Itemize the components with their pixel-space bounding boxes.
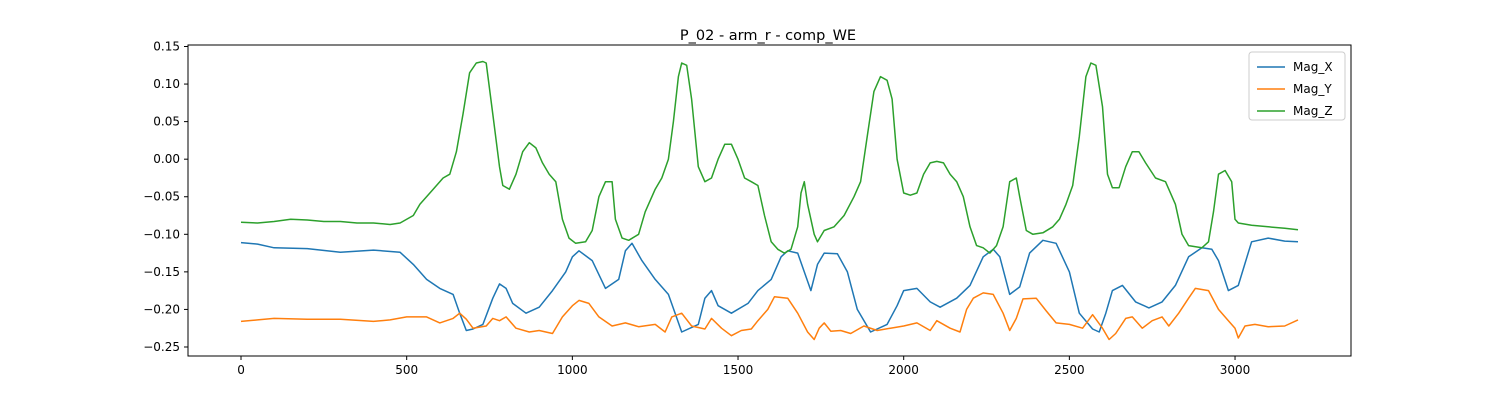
y-tick-label: −0.05 bbox=[143, 190, 180, 204]
y-tick-label: −0.20 bbox=[143, 302, 180, 316]
legend-label-mag-z: Mag_Z bbox=[1293, 104, 1333, 118]
y-tick-label: −0.25 bbox=[143, 340, 180, 354]
series-layer bbox=[240, 60, 1299, 341]
legend-label-mag-x: Mag_X bbox=[1293, 60, 1333, 74]
legend: Mag_X Mag_Y Mag_Z bbox=[1248, 51, 1346, 121]
y-tick-label: −0.15 bbox=[143, 265, 180, 279]
y-axis: 0.15 0.10 0.05 0.00 −0.05 −0.10 −0.15 −0.20 −0.2… bbox=[143, 40, 188, 354]
x-tick-label: 500 bbox=[395, 363, 418, 377]
x-tick-label: 2500 bbox=[1054, 363, 1085, 377]
series-line-mag-x bbox=[240, 237, 1299, 333]
y-tick-label: 0.05 bbox=[153, 115, 180, 129]
x-tick-label: 1500 bbox=[723, 363, 754, 377]
y-tick-label: 0.00 bbox=[153, 152, 180, 166]
x-tick-label: 3000 bbox=[1220, 363, 1251, 377]
legend-label-mag-y: Mag_Y bbox=[1293, 82, 1332, 96]
x-tick-label: 1000 bbox=[557, 363, 588, 377]
x-tick-label: 0 bbox=[237, 363, 245, 377]
series-line-mag-y bbox=[240, 287, 1299, 341]
x-tick-label: 2000 bbox=[888, 363, 919, 377]
y-tick-label: 0.10 bbox=[153, 77, 180, 91]
x-axis: 0 500 1000 1500 2000 2500 3000 bbox=[237, 356, 1250, 377]
series-line-mag-z bbox=[240, 60, 1299, 254]
plot-frame bbox=[187, 44, 1352, 357]
y-tick-label: −0.10 bbox=[143, 227, 180, 241]
legend-box bbox=[1248, 51, 1346, 121]
chart-title: P_02 - arm_r - comp_WE bbox=[680, 28, 856, 44]
y-tick-label: 0.15 bbox=[153, 40, 180, 54]
